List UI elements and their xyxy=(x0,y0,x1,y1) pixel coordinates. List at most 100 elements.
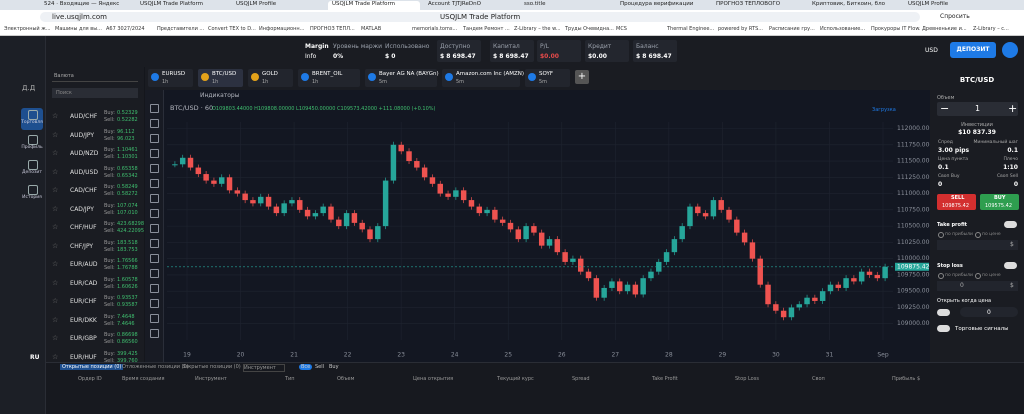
browser-tab[interactable]: ПРОГНОЗ ТЕПЛОВОГО xyxy=(716,1,781,7)
chart-tab[interactable] xyxy=(248,69,293,87)
tool-icon[interactable] xyxy=(150,149,159,158)
ask-button[interactable]: Спросить xyxy=(940,13,970,20)
toggle[interactable] xyxy=(1004,262,1017,269)
add-tab[interactable]: + xyxy=(575,70,589,84)
bookmark[interactable]: Труды Очевидна... xyxy=(565,26,614,32)
tool-icon[interactable] xyxy=(150,329,159,338)
instrument-name[interactable]: EUR/HUF xyxy=(70,353,97,361)
browser-tab[interactable]: Account TJTJReDnO xyxy=(428,1,481,7)
radio[interactable] xyxy=(938,273,944,279)
nav-item[interactable]: Профиль xyxy=(21,145,43,150)
radio[interactable] xyxy=(938,232,944,238)
tool-icon[interactable] xyxy=(150,134,159,143)
chart-tab[interactable] xyxy=(148,69,193,87)
chart-tab[interactable] xyxy=(198,69,243,87)
tool-icon[interactable] xyxy=(150,224,159,233)
tool-icon[interactable] xyxy=(150,284,159,293)
toggle[interactable] xyxy=(937,309,950,316)
positions-tab[interactable]: Закрытые позиции (0) xyxy=(182,364,241,370)
bookmark[interactable]: Thermal Enginee... xyxy=(667,26,715,32)
chart-tab[interactable] xyxy=(525,69,570,87)
instrument-name[interactable]: CHF/HUF xyxy=(70,224,97,231)
tool-icon[interactable] xyxy=(150,119,159,128)
tool-icon[interactable] xyxy=(150,179,159,188)
tool-icon[interactable] xyxy=(150,269,159,278)
amount-input[interactable] xyxy=(937,281,1018,291)
browser-tab[interactable]: 524 · Входящие — Яндекс xyxy=(44,1,120,7)
browser-tab[interactable]: USQJLM Profile xyxy=(236,1,277,7)
bookmark[interactable]: Представители ... xyxy=(157,26,205,32)
amount-input[interactable] xyxy=(937,240,1018,250)
browser-tab[interactable]: Процедура верификации xyxy=(620,1,694,7)
bookmark[interactable]: ПРОГНОЗ ТЕПЛ... xyxy=(310,26,355,32)
bookmark[interactable]: Convert TEX to D... xyxy=(208,26,256,32)
bookmark[interactable]: Электронный ж... xyxy=(4,26,51,32)
radio[interactable] xyxy=(975,232,981,238)
instrument-name[interactable]: CAD/JPY xyxy=(70,205,94,213)
bookmark[interactable]: Z-Library – с... xyxy=(973,26,1009,32)
bookmark[interactable]: MCS xyxy=(616,26,627,32)
instrument-name[interactable]: EUR/CHF xyxy=(70,298,97,305)
tool-icon[interactable] xyxy=(150,164,159,173)
instrument-name[interactable]: CHF/JPY xyxy=(70,242,94,250)
tool-icon[interactable] xyxy=(150,239,159,248)
instrument-name[interactable]: EUR/DKK xyxy=(70,316,97,324)
nav-item[interactable]: Торговля xyxy=(21,120,43,125)
bookmark[interactable]: Информационн... xyxy=(259,26,305,32)
nav-item[interactable]: Депозит xyxy=(22,170,42,175)
search-placeholder[interactable]: Поиск xyxy=(56,90,72,96)
bookmark[interactable]: Использование... xyxy=(820,26,866,32)
indicators-button[interactable]: Индикаторы xyxy=(200,92,240,99)
tool-icon[interactable] xyxy=(150,314,159,323)
volume-minus[interactable]: − xyxy=(940,102,950,115)
instrument-name[interactable]: AUD/CHF xyxy=(70,113,98,120)
currency-select[interactable]: USD xyxy=(925,47,938,54)
price-input[interactable] xyxy=(960,307,1018,317)
language[interactable]: RU xyxy=(30,354,40,361)
browser-tab[interactable]: USQJLM Trade Platform xyxy=(328,1,420,10)
chart-tab[interactable] xyxy=(365,69,437,87)
volume-plus[interactable]: + xyxy=(1008,102,1018,115)
tool-icon[interactable] xyxy=(150,209,159,218)
instrument-name[interactable]: AUD/JPY xyxy=(70,131,95,139)
volume-value[interactable]: 1 xyxy=(975,104,981,113)
instrument-name[interactable]: EUR/AUD xyxy=(70,261,98,268)
browser-tab[interactable]: USQJLM Trade Platform xyxy=(140,1,204,7)
browser-tab[interactable]: sso.title xyxy=(524,1,546,7)
bookmark[interactable]: Z-Library – the w... xyxy=(514,26,561,32)
browser-tab[interactable]: Криптовик, Биткоин, бло xyxy=(812,1,885,7)
tool-icon[interactable] xyxy=(150,104,159,113)
url[interactable]: live.usqjlm.com xyxy=(52,13,107,21)
instrument-name[interactable]: CAD/CHF xyxy=(70,187,98,194)
support-icon[interactable] xyxy=(1002,42,1018,58)
instrument-filter[interactable]: Инструмент xyxy=(243,364,285,372)
chart-tab[interactable] xyxy=(442,69,520,87)
sell-button[interactable] xyxy=(937,194,976,210)
bookmark[interactable]: Прокуроры IT Flow... xyxy=(871,26,920,32)
bookmark[interactable]: Тандем Ремонт ... xyxy=(463,26,510,32)
side-filter[interactable]: Все xyxy=(299,364,313,370)
tool-icon[interactable] xyxy=(150,194,159,203)
bookmark[interactable]: Древненькие и... xyxy=(922,26,967,32)
instrument-name[interactable]: EUR/GBP xyxy=(70,335,97,342)
chart-tab[interactable] xyxy=(298,69,360,87)
bookmark[interactable]: Расписание гру... xyxy=(769,26,815,32)
bookmark[interactable]: MATLAB xyxy=(361,26,382,32)
side-filter[interactable]: Sell xyxy=(315,364,325,370)
browser-tab[interactable]: USQJLM Profile xyxy=(908,1,949,7)
bookmark[interactable]: powered by RTS... xyxy=(718,26,764,32)
positions-tab[interactable]: Отложенные позиции (0) xyxy=(122,364,189,370)
bookmark[interactable]: A67 3027/2024 xyxy=(106,26,145,32)
bookmark[interactable]: Машины для вы... xyxy=(55,26,102,32)
avatar[interactable]: Д.Д xyxy=(22,84,36,92)
instrument-name[interactable]: EUR/CAD xyxy=(70,279,98,287)
instrument-name[interactable]: AUD/USD xyxy=(70,168,98,176)
instrument-name[interactable]: AUD/NZD xyxy=(70,150,99,157)
nav-item[interactable]: История xyxy=(22,195,42,200)
radio[interactable] xyxy=(975,273,981,279)
toggle[interactable] xyxy=(937,325,950,332)
tool-icon[interactable] xyxy=(150,299,159,308)
deposit-button[interactable]: ДЕПОЗИТ xyxy=(950,42,996,58)
side-filter[interactable]: Buy xyxy=(329,364,339,370)
toggle[interactable] xyxy=(1004,221,1017,228)
